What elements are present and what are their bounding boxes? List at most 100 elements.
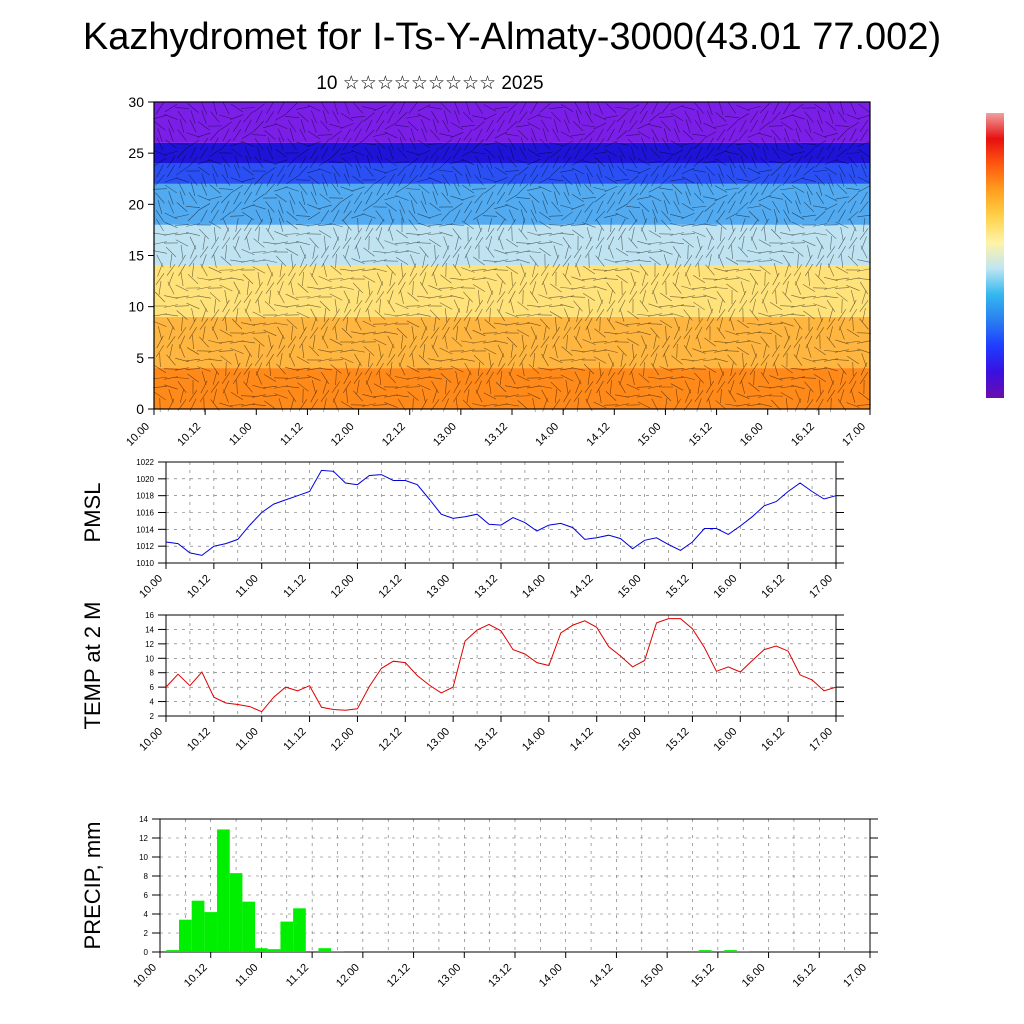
precip-bar	[280, 921, 294, 952]
x-tick-label: 13.00	[435, 962, 463, 990]
x-tick-label: 16.12	[789, 421, 817, 449]
y-tick-label: 14	[145, 625, 154, 634]
y-tick-label: 1016	[136, 509, 154, 518]
y-tick-label: 20	[128, 196, 144, 212]
heatmap-band	[154, 183, 870, 225]
x-tick-label: 10.12	[185, 573, 213, 601]
x-tick-label: 14.00	[537, 962, 565, 990]
x-tick-label: 14.12	[588, 962, 616, 990]
x-tick-label: 15.00	[636, 421, 664, 449]
x-tick-label: 15.12	[687, 421, 715, 449]
y-tick-label: 1020	[136, 475, 154, 484]
precip-bar	[698, 950, 712, 952]
grid	[159, 818, 871, 953]
precip-bar	[229, 873, 243, 952]
y-tick-label: 10	[139, 853, 148, 862]
x-tick-label: 16.00	[738, 421, 766, 449]
x-tick-label: 14.12	[584, 421, 612, 449]
x-tick-label: 14.12	[568, 726, 596, 754]
x-tick-label: 12.00	[329, 573, 357, 601]
x-tick-label: 16.12	[759, 573, 787, 601]
x-tick-label: 15.00	[616, 573, 644, 601]
y-tick-label: 6	[150, 683, 155, 692]
x-tick-label: 12.00	[329, 421, 357, 449]
precip-bar	[204, 912, 218, 952]
y-tick-label: 0	[144, 948, 149, 957]
x-tick-label: 11.00	[233, 726, 260, 753]
x-tick-label: 15.00	[638, 962, 666, 990]
precip-bar	[736, 951, 750, 952]
y-tick-label: 1022	[136, 458, 154, 467]
x-tick-label: 11.12	[284, 962, 311, 989]
chart-subtitle: 10 ☆☆☆☆☆☆☆☆☆ 2025	[316, 73, 544, 94]
x-tick-label: 12.12	[376, 573, 404, 601]
x-tick-label: 10.00	[137, 726, 165, 754]
x-tick-label: 15.12	[689, 962, 717, 990]
x-tick-label: 10.12	[175, 421, 203, 449]
y-tick-label: 1018	[136, 492, 154, 501]
x-tick-label: 10.00	[137, 573, 165, 601]
x-tick-label: 16.00	[740, 962, 768, 990]
y-tick-label: 8	[144, 872, 149, 881]
x-tick-label: 13.00	[431, 421, 459, 449]
y-tick-label: 1010	[136, 559, 154, 568]
x-tick-label: 12.12	[380, 421, 408, 449]
heatmap-band	[154, 163, 870, 184]
y-tick-label: 8	[150, 669, 155, 678]
y-axis-label: PMSL	[80, 483, 105, 543]
x-tick-label: 12.12	[385, 962, 413, 990]
precip-bar	[217, 829, 230, 952]
x-tick-label: 10.00	[131, 962, 159, 990]
precip-bar	[331, 951, 344, 952]
pmsl-line	[165, 469, 837, 556]
x-tick-label: 10.00	[124, 421, 152, 449]
y-tick-label: 2	[150, 712, 155, 721]
x-tick-label: 13.00	[424, 726, 452, 754]
y-tick-label: 1014	[136, 525, 154, 534]
y-tick-label: 16	[145, 611, 154, 620]
x-tick-label: 16.00	[711, 573, 739, 601]
x-tick-label: 14.00	[520, 726, 548, 754]
y-axis-label: TEMP at 2 M	[80, 602, 105, 730]
x-tick-label: 12.00	[329, 726, 357, 754]
precip-bar	[318, 948, 332, 952]
y-tick-label: 4	[150, 698, 155, 707]
precip-bar	[293, 908, 306, 952]
y-tick-label: 0	[136, 401, 144, 417]
y-tick-label: 5	[136, 350, 144, 366]
y-tick-label: 12	[145, 640, 154, 649]
heatmap-band	[154, 368, 870, 409]
y-tick-label: 10	[145, 654, 154, 663]
x-tick-label: 11.00	[227, 421, 254, 448]
x-tick-label: 13.12	[482, 421, 510, 449]
x-tick-label: 11.12	[281, 726, 308, 753]
colorbar	[986, 113, 1004, 398]
x-tick-label: 17.00	[807, 573, 835, 601]
x-tick-label: 11.00	[233, 962, 260, 989]
precip-bar	[267, 949, 281, 952]
x-tick-label: 10.12	[182, 962, 210, 990]
precip-bar	[179, 919, 192, 952]
x-tick-label: 17.00	[840, 421, 868, 449]
x-tick-label: 17.00	[841, 962, 869, 990]
precip-bar	[191, 900, 205, 952]
y-tick-label: 6	[144, 891, 149, 900]
x-tick-label: 13.12	[486, 962, 514, 990]
y-axis-label: PRECIP, mm	[80, 822, 105, 950]
x-tick-label: 15.00	[616, 726, 644, 754]
x-tick-label: 11.12	[278, 421, 305, 448]
x-tick-label: 16.12	[759, 726, 787, 754]
x-tick-label: 15.12	[664, 726, 692, 754]
x-tick-label: 10.12	[185, 726, 213, 754]
precip-bar	[166, 950, 180, 952]
y-tick-label: 25	[128, 145, 144, 161]
y-tick-label: 30	[128, 94, 144, 110]
wind-barbs	[152, 101, 872, 413]
x-tick-label: 16.00	[711, 726, 739, 754]
x-tick-label: 16.12	[790, 962, 818, 990]
y-tick-label: 4	[144, 910, 149, 919]
x-tick-label: 11.00	[233, 573, 260, 600]
chart-title: Kazhydromet for I-Ts-Y-Almaty-3000(43.01…	[82, 16, 942, 58]
x-tick-label: 14.00	[520, 573, 548, 601]
y-tick-label: 14	[139, 815, 148, 824]
